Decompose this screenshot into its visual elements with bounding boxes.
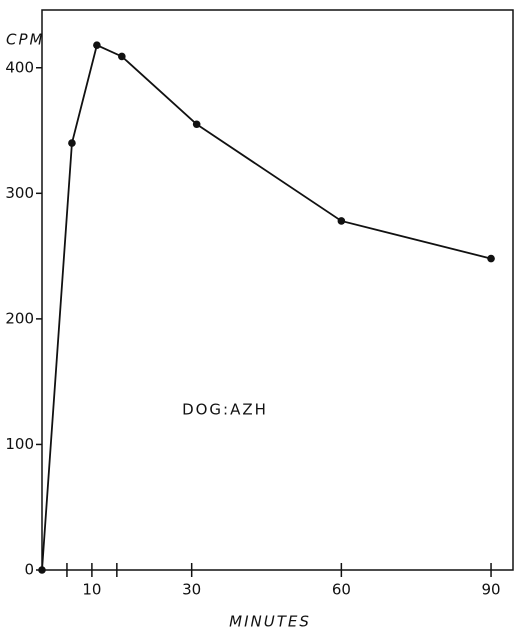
point [68, 139, 76, 147]
point [337, 217, 346, 225]
x-tick-label: 60 [332, 581, 351, 599]
y-tick-label: 200 [5, 309, 34, 327]
y-tick-label: 100 [5, 435, 34, 453]
annotation: DOG:AZH [182, 401, 268, 419]
x-tick-label: 30 [182, 581, 201, 599]
x-axis-label: MINUTES [229, 613, 311, 631]
point [487, 254, 495, 263]
point [93, 41, 101, 49]
y-tick-label: 400 [5, 58, 34, 76]
line [41, 43, 492, 571]
x-tick-label: 90 [481, 581, 500, 599]
y-axis-label: CPM [6, 31, 44, 49]
plot-frame [41, 9, 514, 571]
y-tick-label: 300 [5, 184, 34, 202]
point [192, 120, 201, 129]
point [38, 566, 46, 574]
x-tick-label: 10 [82, 581, 101, 599]
point [118, 52, 126, 61]
y-tick-label: 0 [24, 561, 34, 579]
